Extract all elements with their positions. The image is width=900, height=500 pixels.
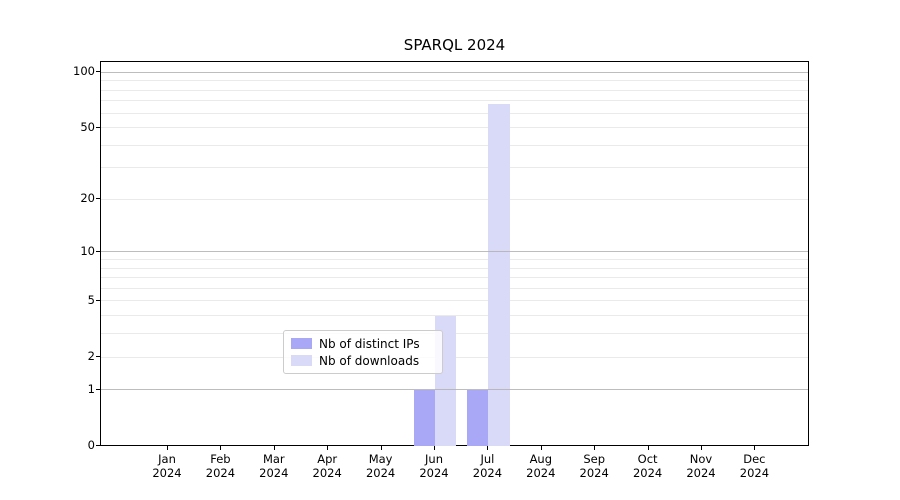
x-tick-month: Jun <box>425 452 443 466</box>
chart-title: SPARQL 2024 <box>403 36 506 54</box>
y-tick-mark <box>96 250 100 252</box>
x-tick-mark <box>487 446 489 450</box>
x-tick-label: Aug 2024 <box>501 452 581 480</box>
x-tick-year: 2024 <box>472 466 503 480</box>
x-tick-label: Dec 2024 <box>714 452 794 480</box>
x-tick-mark <box>380 446 382 450</box>
gridline-major <box>101 251 808 253</box>
bar-distinct-ips-jun <box>413 389 435 446</box>
x-tick-year: 2024 <box>259 466 289 480</box>
y-tick-mark <box>96 198 100 200</box>
legend-label-distinct-ips: Nb of distinct IPs <box>319 336 420 351</box>
bar-downloads-jul <box>488 104 510 446</box>
x-tick-label: Feb 2024 <box>180 452 260 480</box>
x-tick-month: Feb <box>210 452 231 466</box>
x-tick-month: Apr <box>317 452 338 466</box>
x-tick-year: 2024 <box>365 466 396 480</box>
x-tick-month: Aug <box>529 452 553 466</box>
x-tick-month: Mar <box>262 452 285 466</box>
y-tick-label: 0 <box>87 438 95 452</box>
x-tick-mark <box>540 446 542 450</box>
y-tick-mark <box>96 299 100 301</box>
y-tick-label: 100 <box>73 64 95 79</box>
x-tick-mark <box>167 446 168 450</box>
gridline-major <box>101 71 808 73</box>
x-tick-label: Jun 2024 <box>394 452 474 480</box>
y-tick-label: 10 <box>80 243 95 258</box>
gridline-minor <box>101 300 808 302</box>
x-tick-year: 2024 <box>739 466 770 480</box>
gridline-minor <box>101 167 808 169</box>
x-tick-label: May 2024 <box>341 452 421 480</box>
x-tick-mark <box>434 446 435 450</box>
y-tick-mark <box>96 445 100 446</box>
x-tick-mark <box>327 446 329 450</box>
x-tick-mark <box>273 446 275 450</box>
legend-label-downloads: Nb of downloads <box>319 353 420 368</box>
x-tick-mark <box>220 446 222 450</box>
x-tick-month: May <box>368 452 393 466</box>
y-tick-label: 1 <box>87 381 95 396</box>
legend: Nb of distinct IPs Nb of downloads <box>283 330 443 374</box>
x-tick-mark <box>647 446 649 450</box>
x-tick-month: Jan <box>158 452 176 466</box>
x-tick-year: 2024 <box>312 466 342 480</box>
x-tick-mark <box>594 446 596 450</box>
y-tick-label: 2 <box>87 349 95 364</box>
x-tick-month: Jul <box>480 452 495 466</box>
legend-swatch-distinct-ips <box>291 338 312 349</box>
legend-swatch-downloads <box>291 355 312 366</box>
y-tick-mark <box>96 388 100 390</box>
x-tick-label: Nov 2024 <box>661 452 741 480</box>
gridline-major <box>101 389 808 391</box>
x-tick-label: Jul 2024 <box>447 452 527 480</box>
x-tick-month: Nov <box>689 452 713 466</box>
gridline-minor <box>101 198 808 200</box>
x-tick-month: Dec <box>743 452 766 466</box>
legend-item-distinct-ips: Nb of distinct IPs <box>291 336 434 351</box>
x-tick-label: Oct 2024 <box>608 452 688 480</box>
x-tick-year: 2024 <box>152 466 182 480</box>
bar-distinct-ips-jul <box>467 389 489 446</box>
y-tick-mark <box>96 126 100 128</box>
x-tick-mark <box>701 446 702 450</box>
x-tick-month: Oct <box>637 452 658 466</box>
gridline-minor <box>101 112 808 114</box>
x-tick-label: Sep 2024 <box>554 452 634 480</box>
x-tick-label: Apr 2024 <box>287 452 367 480</box>
gridline-minor <box>101 259 808 260</box>
gridline-minor <box>101 287 808 289</box>
plot-area <box>100 61 809 446</box>
y-tick-label: 5 <box>87 292 95 307</box>
gridline-minor <box>101 267 808 269</box>
gridline-minor <box>101 100 808 102</box>
gridline-minor <box>101 127 808 129</box>
x-tick-year: 2024 <box>686 466 716 480</box>
gridline-minor <box>101 144 808 146</box>
gridline-minor <box>101 89 808 91</box>
x-tick-month: Sep <box>583 452 606 466</box>
x-tick-year: 2024 <box>526 466 556 480</box>
x-tick-label: Jan 2024 <box>127 452 207 480</box>
x-tick-label: Mar 2024 <box>234 452 314 480</box>
gridline-minor <box>101 277 808 279</box>
x-tick-mark <box>754 446 756 450</box>
x-tick-year: 2024 <box>205 466 236 480</box>
y-tick-label: 20 <box>80 191 95 206</box>
y-tick-label: 50 <box>80 119 95 134</box>
x-tick-year: 2024 <box>579 466 609 480</box>
x-tick-year: 2024 <box>419 466 449 480</box>
y-tick-mark <box>96 356 100 358</box>
legend-item-downloads: Nb of downloads <box>291 353 434 368</box>
y-tick-mark <box>96 71 100 73</box>
gridline-minor <box>101 80 808 82</box>
x-tick-year: 2024 <box>632 466 663 480</box>
